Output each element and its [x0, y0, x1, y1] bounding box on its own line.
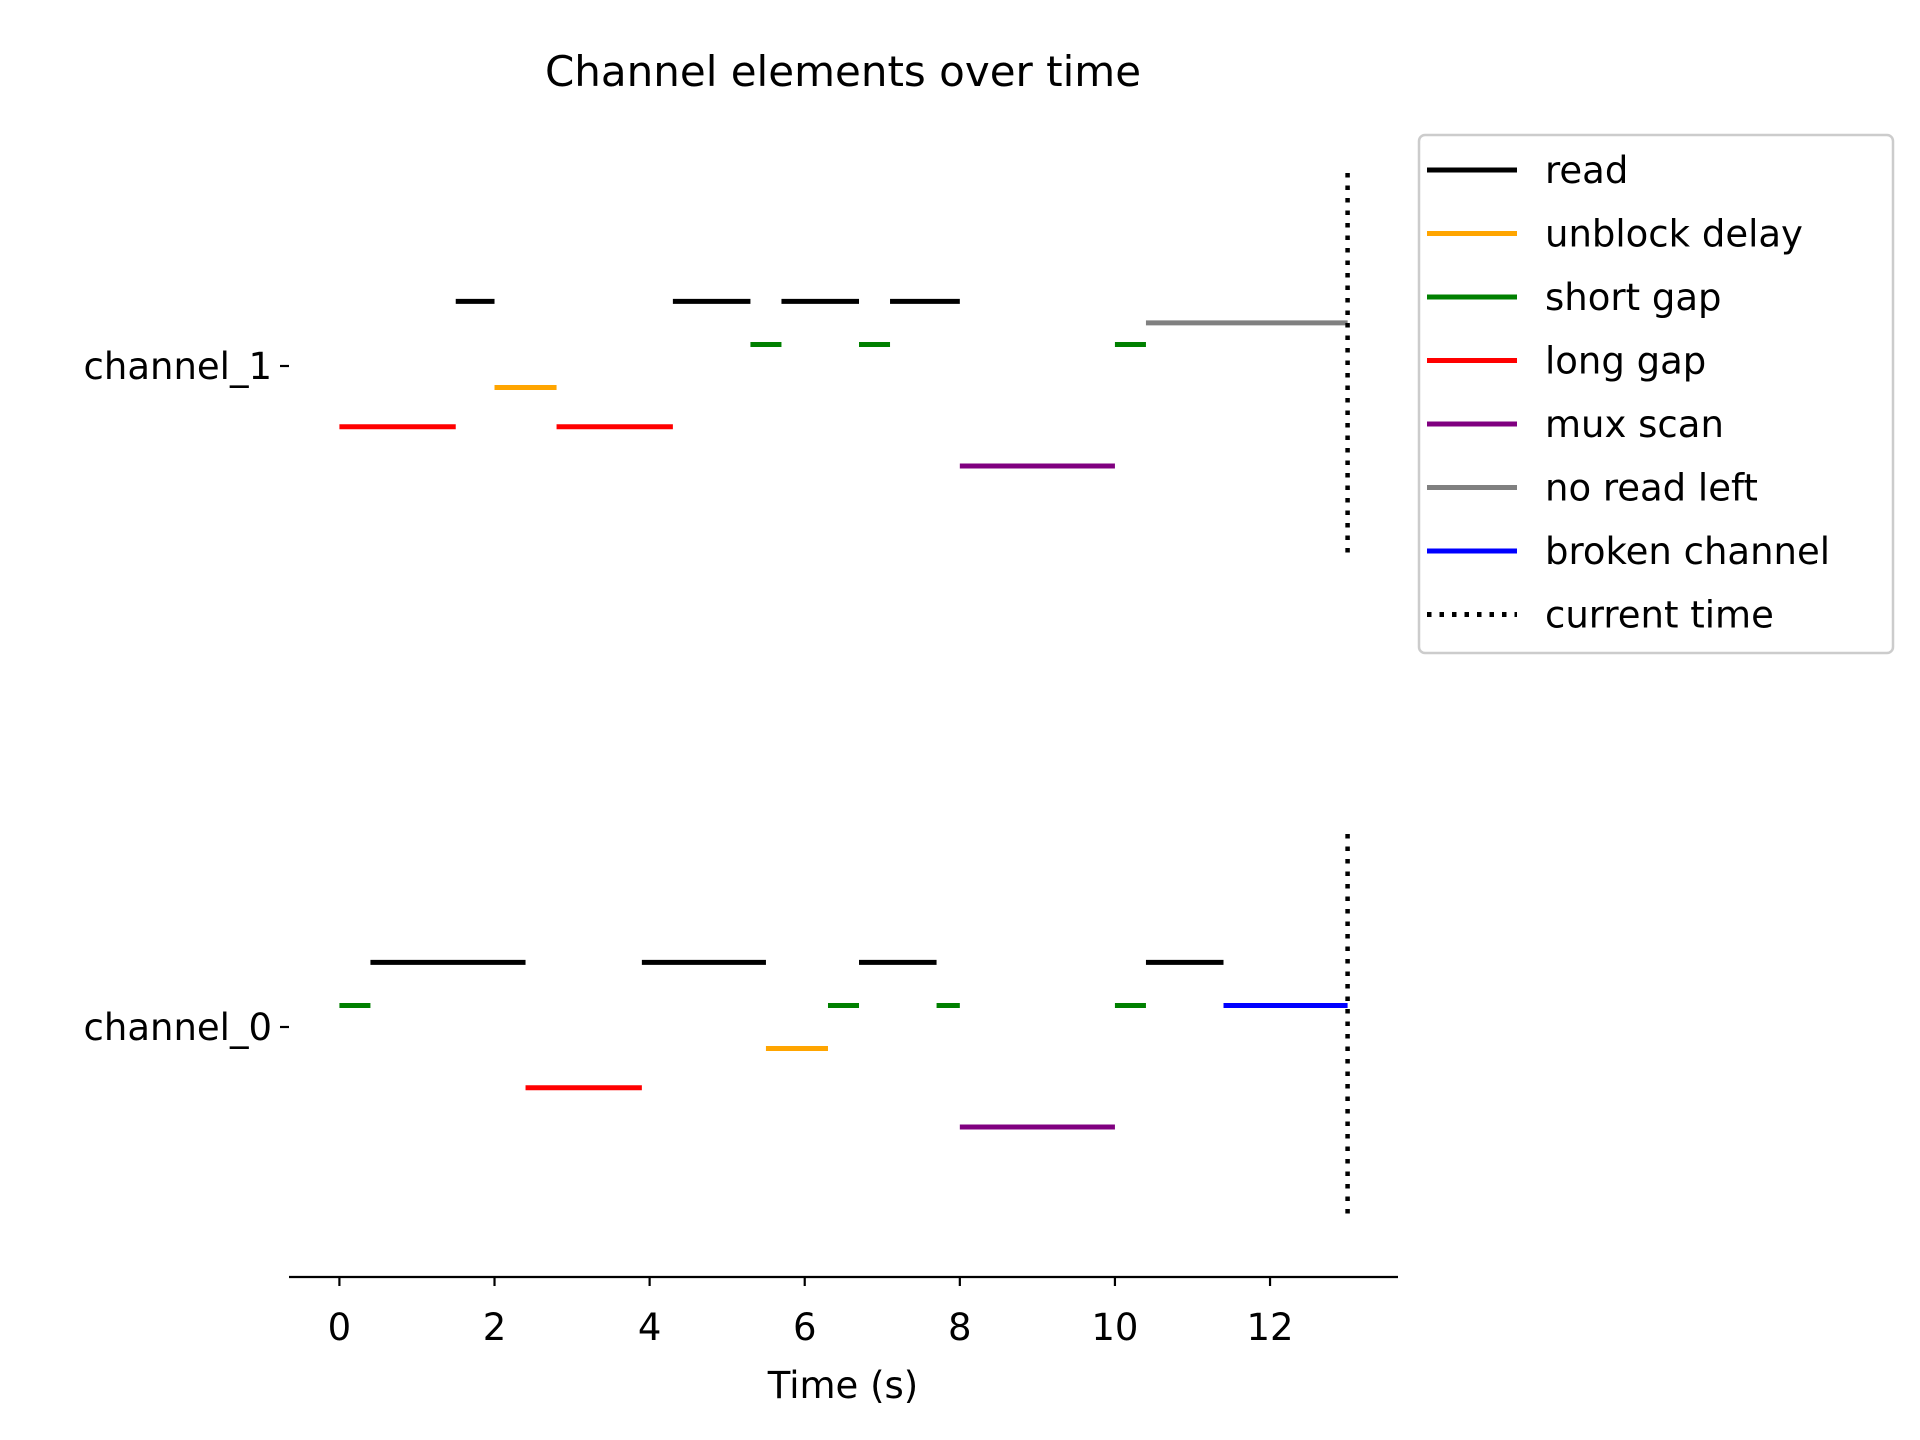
- y-tick-label-channel_0: channel_0: [84, 1006, 272, 1049]
- x-tick-label-12: 12: [1246, 1306, 1293, 1349]
- x-axis: 0 2 4 6 8 10 12: [289, 1275, 1398, 1349]
- legend: read unblock delay short gap long gap mux sc…: [1417, 133, 1895, 655]
- x-tick-label-10: 10: [1091, 1306, 1138, 1349]
- legend-label-no-read-left: no read left: [1545, 467, 1758, 510]
- legend-label-unblock-delay: unblock delay: [1545, 213, 1803, 256]
- legend-label-mux-scan: mux scan: [1545, 403, 1724, 446]
- legend-label-broken-channel: broken channel: [1545, 530, 1830, 573]
- legend-label-short-gap: short gap: [1545, 276, 1722, 319]
- segments-layer: [339, 298, 1348, 1130]
- legend-label-read: read: [1545, 149, 1628, 192]
- x-tick-label-6: 6: [793, 1306, 817, 1349]
- legend-box: [1417, 133, 1895, 655]
- chart-title: Channel elements over time: [545, 47, 1141, 96]
- x-tick-label-0: 0: [328, 1306, 352, 1349]
- y-axis: channel_0 channel_1: [84, 345, 289, 1049]
- legend-label-long-gap: long gap: [1545, 340, 1706, 383]
- legend-label-current-time: current time: [1545, 594, 1774, 637]
- x-axis-label: Time (s): [767, 1364, 918, 1407]
- x-tick-label-8: 8: [948, 1306, 972, 1349]
- x-tick-label-4: 4: [638, 1306, 662, 1349]
- y-tick-label-channel_1: channel_1: [84, 345, 272, 388]
- x-tick-label-2: 2: [483, 1306, 507, 1349]
